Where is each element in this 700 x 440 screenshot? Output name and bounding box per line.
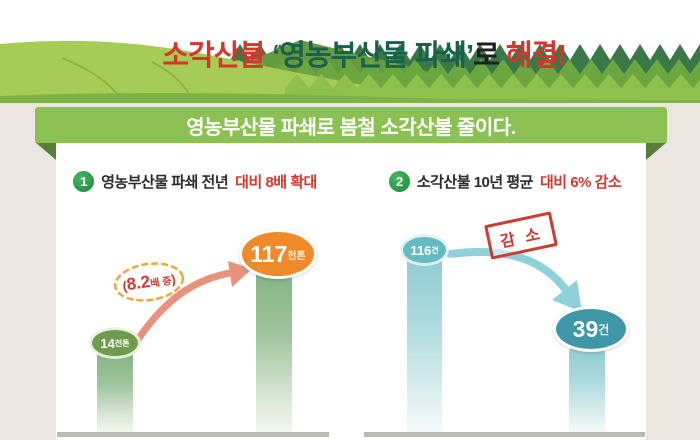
unit-116: 건 (431, 245, 439, 255)
value-badge-39: 39 건 (553, 306, 629, 352)
chart2-baseline (364, 432, 645, 437)
section1-number-badge: 1 (73, 170, 95, 192)
section2-number-badge: 2 (388, 170, 410, 192)
value-39: 39 (572, 315, 599, 342)
title-part-3: 로 (473, 40, 506, 72)
value-14: 14 (100, 335, 115, 351)
bar-fires-now (569, 348, 605, 433)
front-hill-strip (0, 92, 700, 103)
tree-row-front (285, 74, 700, 102)
section1-heading-black: 영농부산물 파쇄 전년 (101, 173, 229, 191)
annotation-value: 8.2 (125, 271, 152, 295)
ribbon-fold-right (646, 142, 667, 160)
section2-heading-red: 대비 6% 감소 (539, 173, 622, 191)
value-badge-117: 117 천톤 (239, 229, 317, 279)
banner-text: 영농부산물 파쇄로 봄철 소각산불 줄이다. (186, 116, 516, 139)
bar-shredding-before (97, 351, 133, 433)
title-part-4: 해결! (505, 40, 567, 72)
ribbon-banner: 영농부산물 파쇄로 봄철 소각산불 줄이다. (35, 107, 667, 143)
title-part-1: 소각산불 (162, 40, 273, 72)
bar-shredding-after (256, 267, 292, 433)
stamp-text: 감 소 (498, 225, 545, 251)
value-badge-116: 116 건 (403, 237, 446, 263)
value-116: 116 (410, 242, 432, 258)
annotation-suffix: 배 증 (149, 275, 173, 290)
unit-117: 천톤 (287, 250, 306, 262)
main-title: 소각산불 ‘영농부산물 파쇄’로 해결! (0, 0, 700, 116)
section2-heading: 2 소각산불 10년 평균 대비 6% 감소 (352, 169, 658, 193)
forest-illustration (0, 0, 700, 103)
title-part-2: ‘영농부산물 파쇄’ (272, 40, 474, 72)
section2-heading-black: 소각산불 10년 평균 (416, 173, 534, 191)
bar-fires-average (407, 257, 442, 433)
unit-14: 천톤 (114, 338, 130, 348)
ribbon-fold-left (35, 142, 56, 160)
chart1-baseline (57, 432, 329, 437)
value-117: 117 (250, 240, 288, 267)
section1-heading: 1 영농부산물 파쇄 전년 대비 8배 확대 (45, 169, 345, 193)
section1-heading-red: 대비 8배 확대 (235, 173, 317, 191)
unit-39: 건 (598, 322, 610, 337)
value-badge-14: 14 천톤 (92, 330, 138, 356)
